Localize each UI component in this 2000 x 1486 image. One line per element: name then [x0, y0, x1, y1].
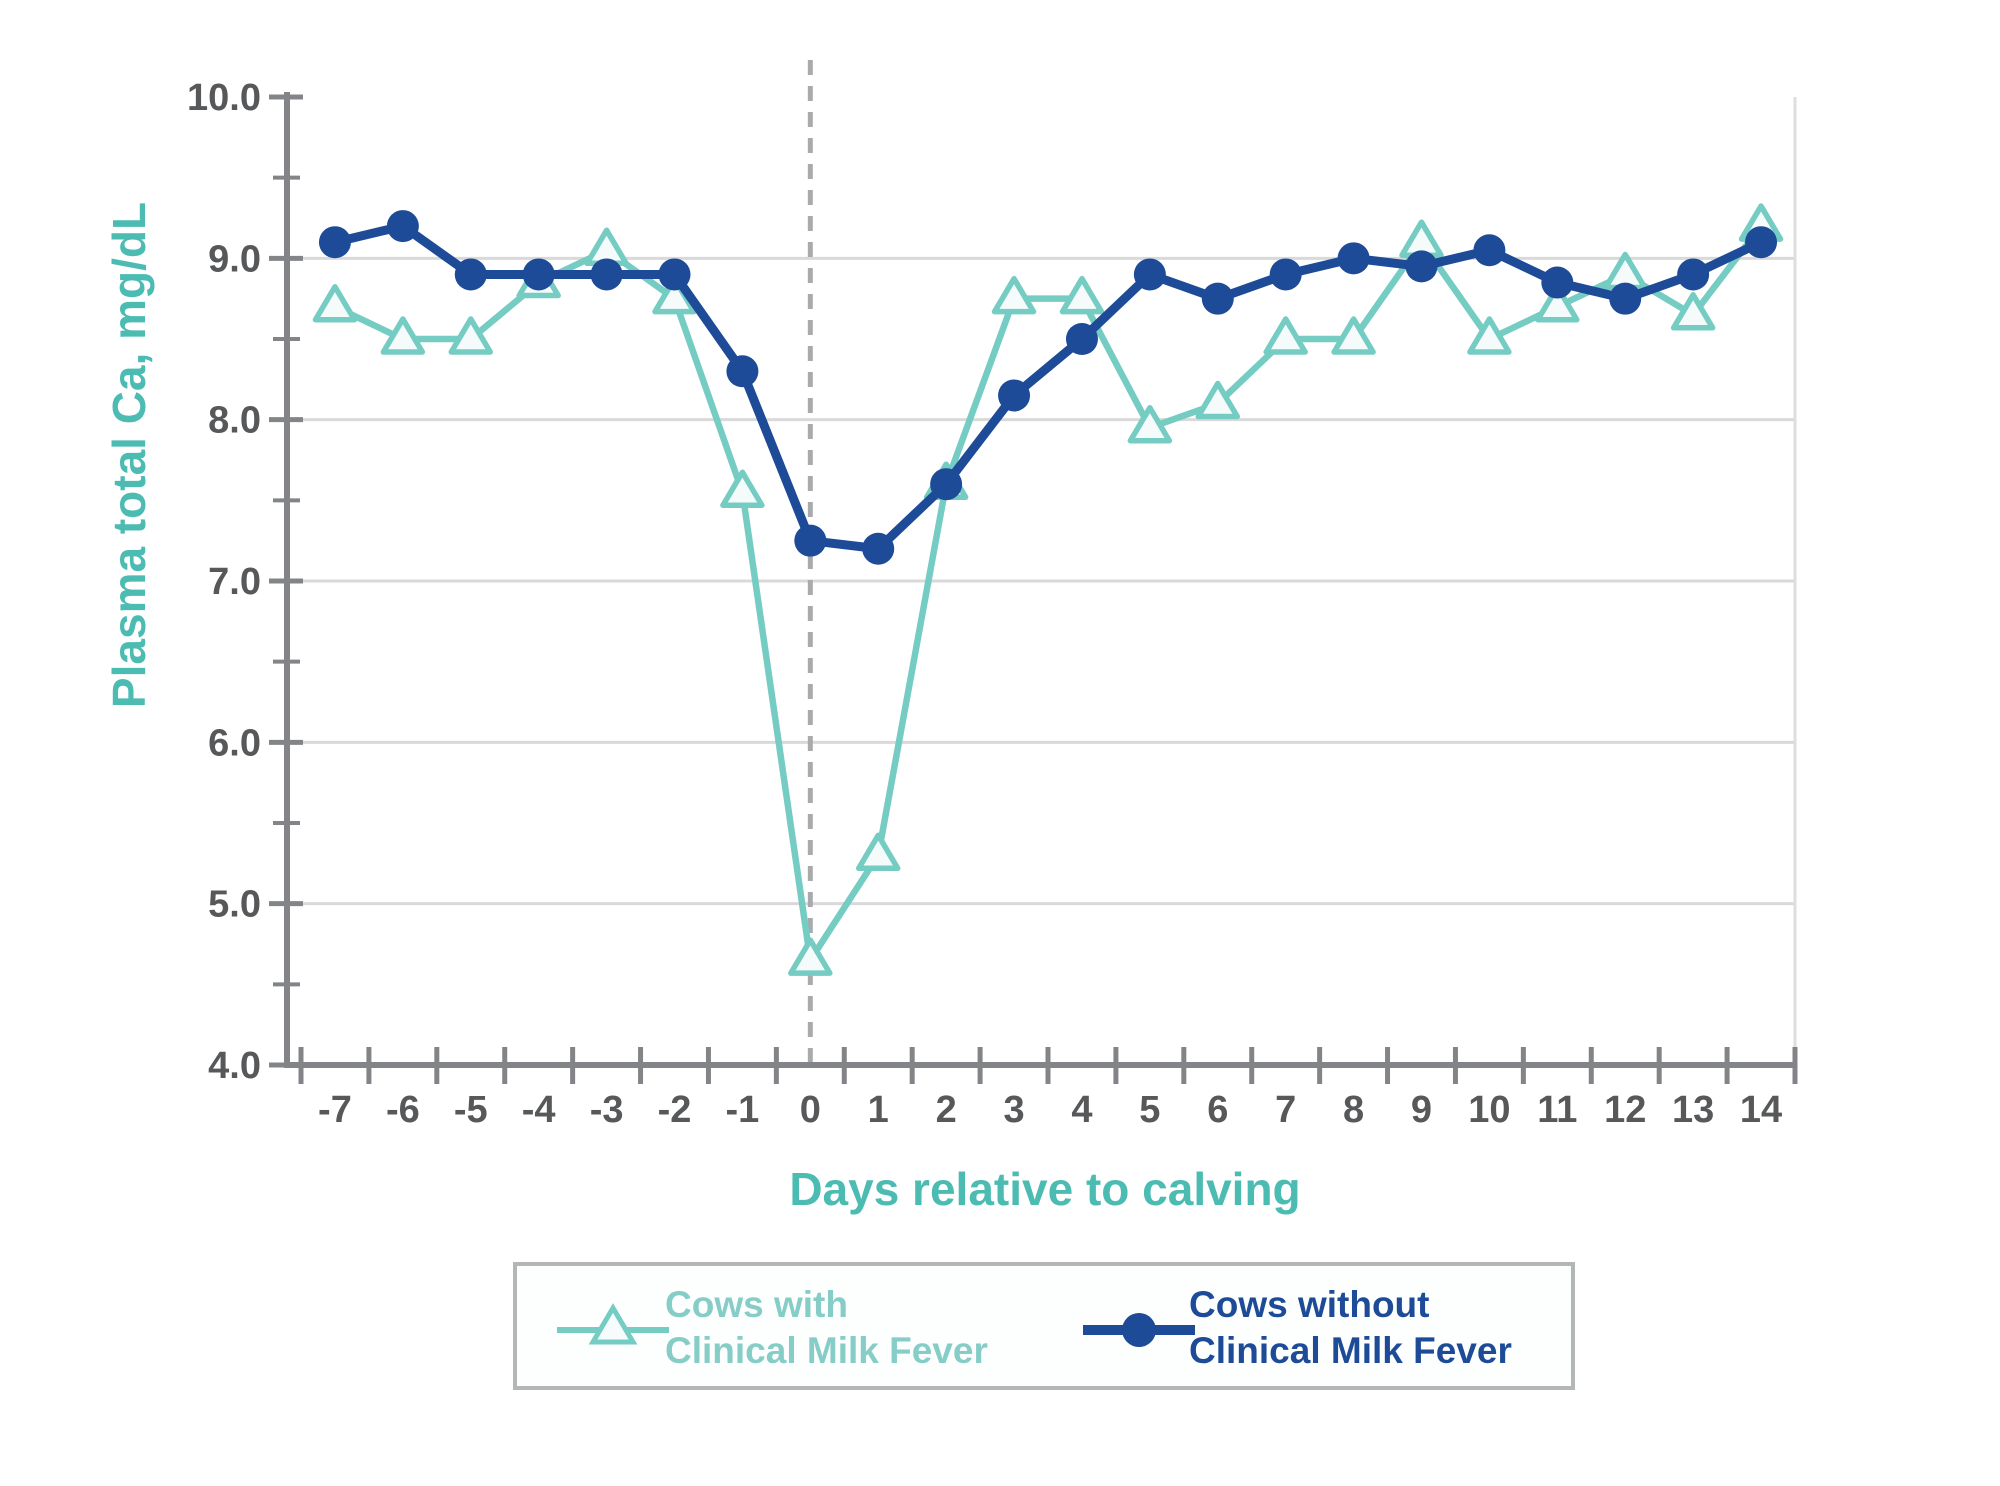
x-tick-label: -6: [386, 1089, 420, 1131]
data-point-filled-circle: [1609, 282, 1642, 315]
x-tick-label: -4: [522, 1089, 556, 1131]
data-point-open-triangle: [720, 469, 765, 509]
data-point-filled-circle: [1677, 258, 1710, 291]
data-point-filled-circle: [590, 258, 623, 291]
x-tick-label: 11: [1537, 1089, 1577, 1131]
data-point-filled-circle: [1133, 258, 1166, 291]
legend-label-line2: Clinical Milk Fever: [1189, 1330, 1512, 1371]
x-tick-label: -3: [590, 1089, 624, 1131]
data-point-filled-circle: [522, 258, 555, 291]
data-point-open-triangle: [991, 275, 1037, 315]
data-point-open-triangle: [380, 316, 426, 355]
filled-circle-legend-marker: [1083, 1313, 1195, 1347]
y-axis-title: Plasma total Ca, mg/dL: [103, 202, 155, 708]
data-point-open-triangle: [1195, 380, 1241, 420]
data-point-filled-circle: [1473, 234, 1506, 267]
data-point-open-triangle: [1263, 316, 1308, 355]
data-point-open-triangle: [1670, 292, 1716, 331]
y-tick-label: 5.0: [208, 884, 261, 926]
data-point-filled-circle: [794, 524, 827, 557]
x-tick-label: 9: [1411, 1089, 1432, 1131]
x-tick-label: 4: [1071, 1089, 1092, 1131]
chart-legend: Cows with Clinical Milk Fever Cows witho…: [513, 1262, 1575, 1390]
data-series-layer: [312, 203, 1784, 976]
x-tick-label: 1: [868, 1089, 889, 1131]
legend-label-line1: Cows without: [1189, 1284, 1430, 1325]
data-point-filled-circle: [1337, 242, 1370, 275]
y-tick-label: 8.0: [208, 400, 261, 442]
x-tick-label: 12: [1604, 1089, 1646, 1131]
data-point-open-triangle: [312, 283, 358, 323]
legend-label-cows-with-milk-fever: Cows with Clinical Milk Fever: [665, 1282, 988, 1374]
data-point-filled-circle: [998, 379, 1031, 412]
open-triangle-legend-marker: [557, 1303, 669, 1345]
data-point-filled-circle: [930, 468, 963, 501]
data-point-filled-circle: [1269, 258, 1302, 291]
data-point-filled-circle: [726, 355, 759, 388]
y-tick-label: 6.0: [208, 722, 261, 764]
series-cows-with-clinical-milk-fever-line: [331, 222, 1765, 964]
x-tick-label: -7: [318, 1089, 352, 1131]
data-point-filled-circle: [1405, 250, 1438, 283]
data-point-filled-circle: [658, 258, 691, 291]
x-axis-title: Days relative to calving: [789, 1163, 1300, 1215]
x-tick-label: 8: [1343, 1089, 1364, 1131]
tick-label-layer: 10.09.08.07.06.05.04.0-7 -6 -5 -4 -3 -2 -1 0 1 2 3…: [187, 77, 1782, 1131]
x-tick-label: 7: [1275, 1089, 1296, 1131]
y-tick-label: 10.0: [187, 77, 261, 119]
x-tick-label: 13: [1672, 1089, 1714, 1131]
data-point-open-triangle: [1399, 219, 1444, 258]
data-point-filled-circle: [318, 226, 351, 259]
x-tick-label: 10: [1468, 1089, 1510, 1131]
data-point-open-triangle: [1331, 316, 1376, 355]
x-tick-label: -1: [726, 1089, 760, 1131]
data-point-open-triangle: [584, 227, 629, 267]
y-tick-label: 9.0: [208, 238, 261, 280]
data-point-filled-circle: [862, 532, 895, 565]
x-tick-label: 14: [1740, 1089, 1782, 1131]
y-tick-label: 7.0: [208, 561, 261, 603]
series-cows-without-clinical-milk-fever-line: [330, 221, 1766, 554]
data-point-open-triangle: [855, 832, 901, 872]
data-point-open-triangle: [1535, 283, 1580, 323]
data-point-open-triangle: [1467, 316, 1512, 355]
x-tick-label: 3: [1003, 1089, 1024, 1131]
data-point-open-triangle: [788, 937, 833, 976]
x-tick-label: 5: [1139, 1089, 1160, 1131]
data-point-filled-circle: [1745, 226, 1778, 259]
data-point-filled-circle: [1201, 282, 1234, 315]
data-point-filled-circle: [454, 258, 487, 291]
data-point-open-triangle: [1127, 404, 1173, 444]
legend-label-line2: Clinical Milk Fever: [665, 1330, 988, 1371]
axes-layer: [269, 92, 1798, 1084]
data-point-filled-circle: [1065, 323, 1098, 355]
x-tick-label: 0: [800, 1089, 821, 1131]
legend-label-cows-without-milk-fever: Cows without Clinical Milk Fever: [1189, 1282, 1512, 1374]
y-tick-label: 4.0: [208, 1045, 261, 1087]
x-tick-label: -5: [454, 1089, 488, 1131]
x-tick-label: 6: [1207, 1089, 1228, 1131]
x-tick-label: 2: [936, 1089, 957, 1131]
legend-label-line1: Cows with: [665, 1284, 848, 1325]
gridline-layer: [287, 97, 1797, 1065]
data-point-open-triangle: [448, 316, 494, 355]
x-tick-label: -2: [658, 1089, 692, 1131]
data-point-filled-circle: [386, 210, 419, 243]
data-point-open-triangle: [1059, 275, 1105, 315]
data-point-filled-circle: [1541, 266, 1574, 299]
